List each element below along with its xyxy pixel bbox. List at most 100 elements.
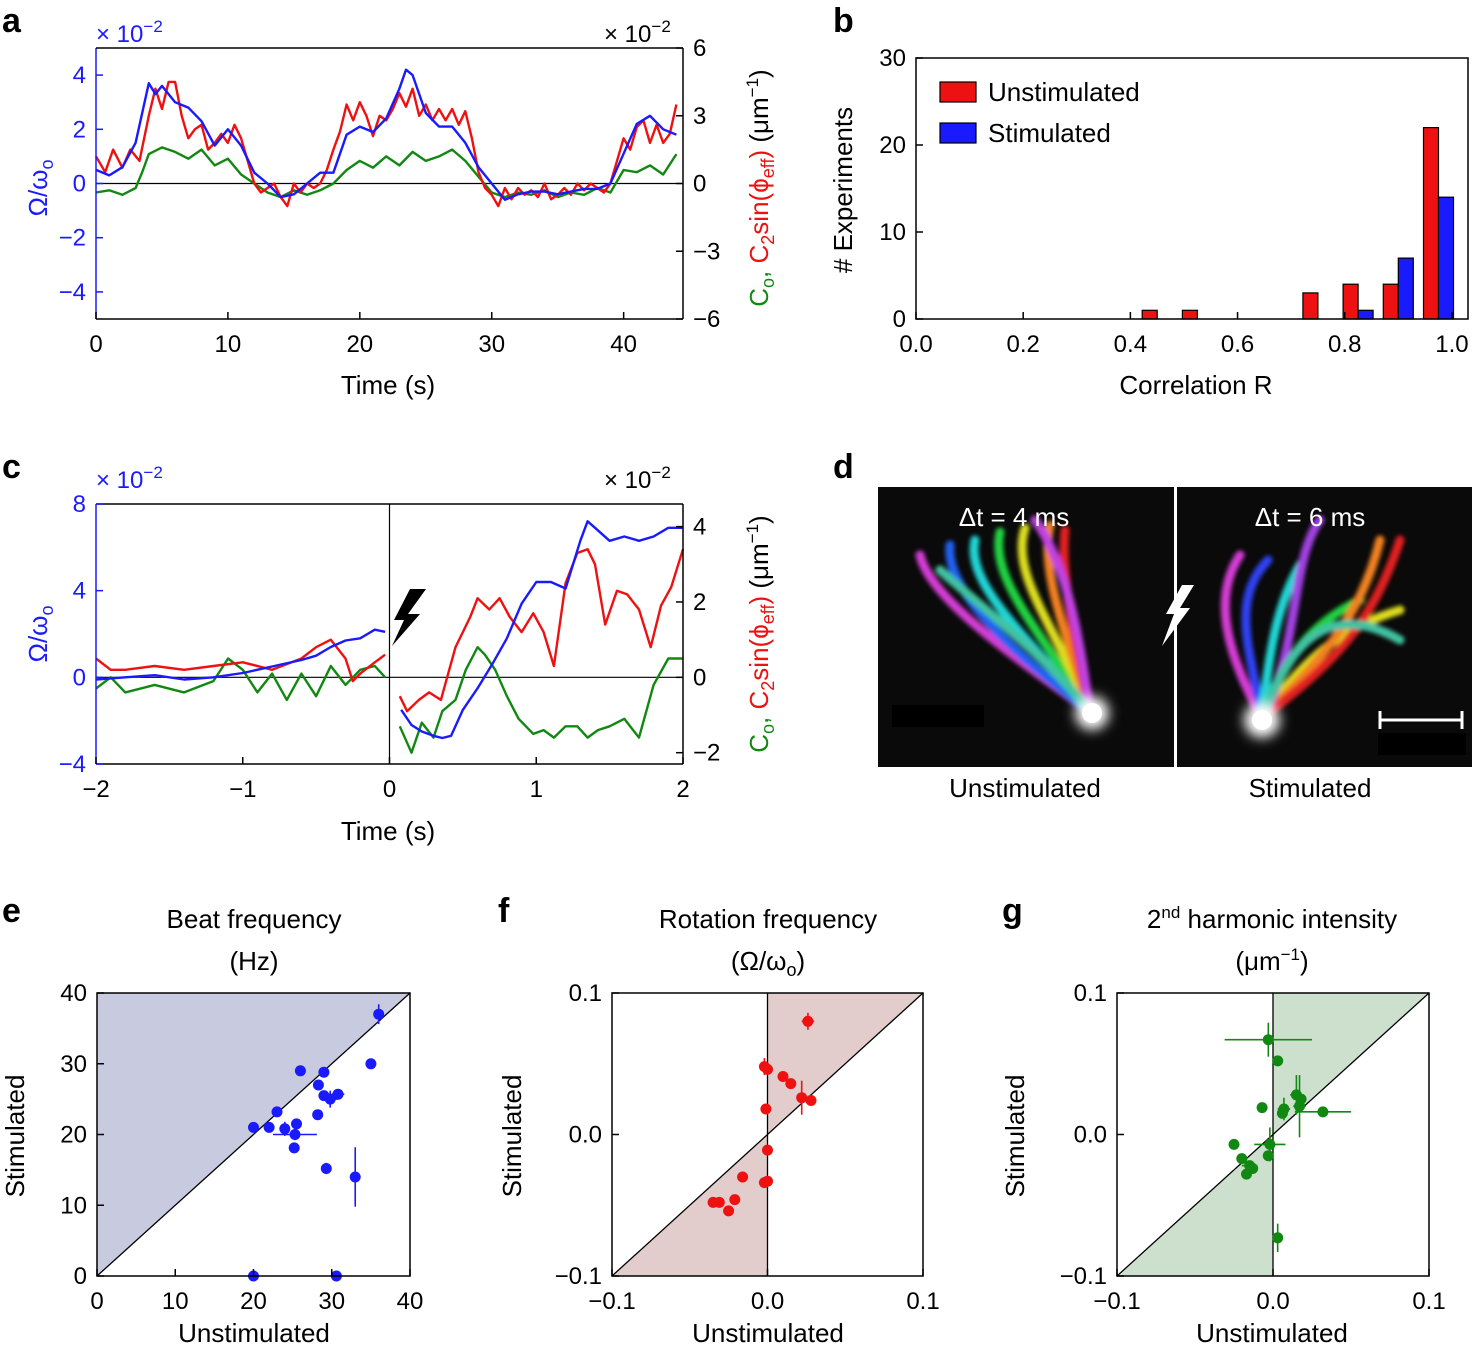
panel-g-xlabel: Unstimulated	[1196, 1318, 1348, 1348]
e-data-point	[320, 1163, 332, 1174]
e-data-point	[349, 1171, 361, 1183]
g-y-tick-label: 0.0	[1074, 1122, 1107, 1149]
legend-swatch-unstimulated	[939, 81, 977, 103]
a-x-tick-label: 10	[215, 331, 242, 358]
g-identity-line	[1116, 992, 1430, 1277]
panel-a-xlabel: Time (s)	[341, 370, 435, 400]
e-y-tick-label: 40	[60, 980, 87, 1007]
panel-f-chart: Rotation frequency (Ω/ωo) −0.1 0.0 0.1 0.1 0…	[497, 904, 940, 1348]
legend-swatch-stimulated	[939, 122, 977, 144]
c-left-tick-label: 8	[73, 491, 86, 518]
e-data-point	[312, 1079, 324, 1091]
a-right-tick-label: 3	[693, 103, 706, 130]
unstimulated-cell-core	[1082, 703, 1102, 723]
bar-blue	[1397, 257, 1414, 320]
panel-label-a: a	[2, 2, 22, 40]
f-data-point	[760, 1103, 772, 1115]
c-left-tick-label: 0	[73, 664, 86, 691]
a-right-tick-label: 6	[693, 35, 706, 62]
bar-blue	[1357, 309, 1374, 320]
c-left-tick-label: −4	[59, 751, 86, 778]
bar-red	[1382, 283, 1399, 320]
g-x-tick-label: 0.0	[1256, 1288, 1289, 1315]
e-x-tick-label: 10	[162, 1288, 189, 1315]
f-x-tick-label: 0.0	[751, 1288, 784, 1315]
unstimulated-flagellum-traces	[915, 515, 1095, 717]
c-right-tick-label: −2	[693, 740, 720, 767]
e-y-tick-label: 0	[74, 1263, 87, 1290]
e-data-point	[318, 1066, 330, 1078]
panel-c-right-multiplier: × 10−2	[604, 463, 671, 494]
g-data-point	[1241, 1168, 1252, 1180]
f-identity-line	[611, 992, 924, 1277]
a-x-tick-label: 20	[346, 331, 373, 358]
panel-c-left-ylabel: Ω/ωo	[23, 606, 57, 663]
b-y-tick-label: 0	[893, 306, 906, 333]
g-data-point	[1264, 1138, 1276, 1150]
panel-f-title: Rotation frequency	[659, 904, 877, 934]
stimulated-flagellum-traces	[1220, 515, 1405, 723]
a-right-tick-label: −6	[693, 306, 720, 333]
a-series-red	[94, 80, 678, 208]
panel-c-left-multiplier: × 10−2	[96, 463, 163, 494]
b-plot-frame	[915, 57, 1469, 320]
e-data-point	[289, 1129, 301, 1140]
e-data-point	[332, 1088, 344, 1100]
stimulated-image-caption: Stimulated	[1249, 773, 1372, 803]
unstimulated-image-caption: Unstimulated	[949, 773, 1101, 803]
panel-g-subtitle: (μm−1)	[1235, 945, 1308, 976]
panel-a-right-multiplier: × 10−2	[604, 17, 671, 48]
a-x-tick-label: 40	[610, 331, 637, 358]
g-x-tick-label: −0.1	[1093, 1288, 1140, 1315]
c-x-tick-label: −2	[82, 776, 109, 803]
f-data-point	[762, 1144, 773, 1156]
b-x-tick-label: 0.8	[1328, 331, 1361, 358]
g-y-tick-label: 0.1	[1074, 980, 1107, 1007]
e-y-tick-label: 30	[60, 1051, 87, 1078]
f-data-point	[762, 1063, 773, 1075]
scale-bar	[1378, 711, 1464, 729]
a-right-tick-label: 0	[693, 171, 706, 198]
a-series-green	[95, 146, 678, 199]
a-left-tick-label: 4	[73, 62, 86, 89]
g-data-point	[1262, 1034, 1274, 1046]
g-data-point	[1272, 1232, 1284, 1244]
g-y-tick-label: −0.1	[1060, 1263, 1107, 1290]
panel-c-xlabel: Time (s)	[341, 816, 435, 846]
g-data-point	[1228, 1138, 1240, 1150]
g-data-point	[1236, 1153, 1248, 1165]
unstimulated-label-mask	[892, 705, 984, 727]
e-data-point	[279, 1123, 291, 1135]
panel-b-ylabel: # Experiments	[828, 107, 858, 273]
f-data-point	[785, 1078, 797, 1090]
b-x-tick-label: 0.4	[1114, 331, 1147, 358]
f-y-tick-label: 0.1	[569, 980, 602, 1007]
c-series-green	[95, 646, 683, 754]
e-data-point	[312, 1109, 324, 1121]
f-data-point	[802, 1015, 814, 1027]
e-y-tick-label: 20	[60, 1122, 87, 1149]
f-data-point	[796, 1092, 808, 1104]
bar-red	[1302, 292, 1319, 320]
lightning-bolt-icon	[1162, 585, 1194, 646]
lightning-bolt-icon	[392, 589, 426, 646]
panel-g-chart: 2nd harmonic intensity (μm−1) −0.1 0.0 0.1…	[1000, 903, 1446, 1348]
g-data-point	[1317, 1106, 1329, 1118]
stimulated-cell-core	[1252, 710, 1272, 730]
c-right-tick-label: 4	[693, 514, 706, 541]
stimulated-label-mask	[1378, 733, 1466, 755]
a-left-tick-label: −2	[59, 225, 86, 252]
e-data-point	[373, 1008, 385, 1020]
c-right-tick-label: 0	[693, 664, 706, 691]
e-data-point	[288, 1142, 300, 1154]
g-data-point	[1272, 1055, 1284, 1067]
panel-g-ylabel: Stimulated	[1000, 1075, 1030, 1198]
panel-label-g: g	[1002, 892, 1023, 930]
a-x-tick-label: 0	[89, 331, 102, 358]
b-y-tick-label: 10	[879, 219, 906, 246]
panel-f-subtitle: (Ω/ωo)	[731, 946, 805, 980]
panel-e-xlabel: Unstimulated	[178, 1318, 330, 1348]
b-x-tick-label: 0.2	[1006, 331, 1039, 358]
